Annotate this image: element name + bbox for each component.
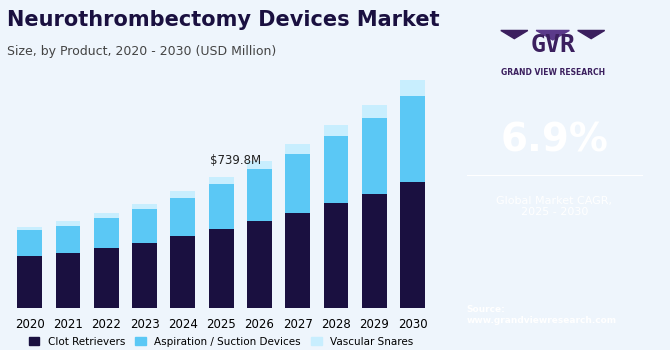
Bar xyxy=(400,182,425,308)
Bar xyxy=(17,230,42,256)
Polygon shape xyxy=(578,30,604,38)
Bar xyxy=(208,177,234,184)
Text: Size, by Product, 2020 - 2030 (USD Million): Size, by Product, 2020 - 2030 (USD Milli… xyxy=(7,46,276,58)
Text: Global Market CAGR,
2025 - 2030: Global Market CAGR, 2025 - 2030 xyxy=(496,196,612,217)
Bar xyxy=(324,125,348,136)
Bar xyxy=(362,105,387,118)
Text: Neurothrombectomy Devices Market: Neurothrombectomy Devices Market xyxy=(7,10,440,30)
Bar xyxy=(132,204,157,209)
Bar xyxy=(94,213,119,218)
Bar xyxy=(56,253,80,308)
Bar xyxy=(208,229,234,308)
Bar xyxy=(247,221,272,308)
Text: GRAND VIEW RESEARCH: GRAND VIEW RESEARCH xyxy=(500,68,605,77)
Bar xyxy=(362,194,387,308)
Bar xyxy=(247,161,272,169)
Text: Source:
www.grandviewresearch.com: Source: www.grandviewresearch.com xyxy=(466,305,616,325)
Text: $739.8M: $739.8M xyxy=(210,154,261,167)
Bar xyxy=(324,136,348,203)
Bar xyxy=(17,256,42,308)
Bar xyxy=(247,169,272,221)
Bar xyxy=(362,118,387,194)
Bar xyxy=(94,248,119,308)
Bar xyxy=(285,213,310,308)
Bar xyxy=(285,144,310,154)
Bar xyxy=(285,154,310,213)
Legend: Clot Retrievers, Aspiration / Suction Devices, Vascular Snares: Clot Retrievers, Aspiration / Suction De… xyxy=(25,332,417,350)
Polygon shape xyxy=(501,30,528,38)
Bar xyxy=(170,236,195,308)
Text: GVR: GVR xyxy=(530,33,576,57)
Bar xyxy=(170,191,195,197)
Text: 6.9%: 6.9% xyxy=(500,121,608,159)
Polygon shape xyxy=(536,30,570,40)
Bar xyxy=(400,96,425,182)
Bar xyxy=(132,243,157,308)
Bar xyxy=(94,218,119,248)
Bar xyxy=(324,203,348,308)
Bar xyxy=(400,80,425,96)
Bar xyxy=(170,197,195,236)
Bar xyxy=(132,209,157,243)
Bar xyxy=(56,221,80,226)
Bar xyxy=(208,184,234,229)
Bar xyxy=(17,226,42,230)
Bar xyxy=(56,226,80,253)
